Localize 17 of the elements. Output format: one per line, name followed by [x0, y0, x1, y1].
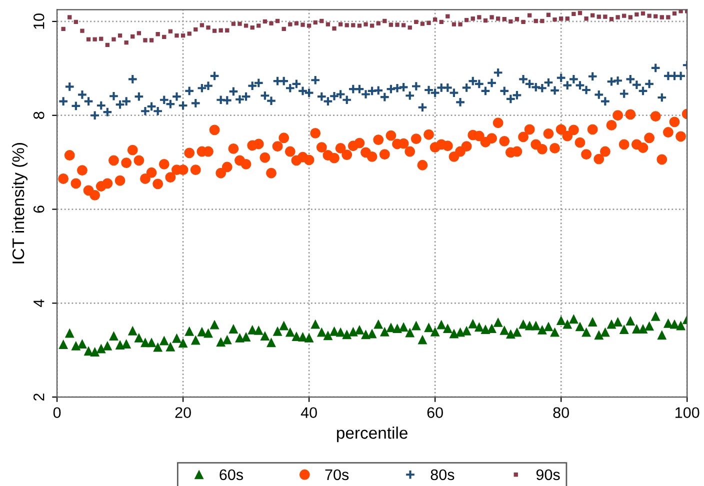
x-tick-label: 60	[427, 407, 443, 418]
x-tick-label: 0	[53, 407, 61, 418]
x-tick-label: 100	[676, 407, 700, 418]
y-tick-label: 4	[34, 299, 44, 308]
x-tick-label: 40	[300, 407, 317, 418]
legend-label: 60s	[220, 469, 243, 480]
x-tick-label: 80	[553, 407, 569, 418]
x-axis-title: percentile	[337, 426, 408, 442]
legend-label: 80s	[430, 469, 454, 480]
y-tick-label: 10	[33, 14, 44, 29]
y-tick-label: 8	[33, 112, 44, 119]
legend-label: 90s	[536, 469, 560, 480]
y-tick-label: 6	[33, 206, 44, 213]
x-tick-label: 20	[175, 407, 191, 418]
y-tick-label: 2	[33, 394, 44, 401]
legend-label: 70s	[325, 469, 349, 480]
y-axis-title: ICT intensity (%)	[12, 142, 28, 264]
